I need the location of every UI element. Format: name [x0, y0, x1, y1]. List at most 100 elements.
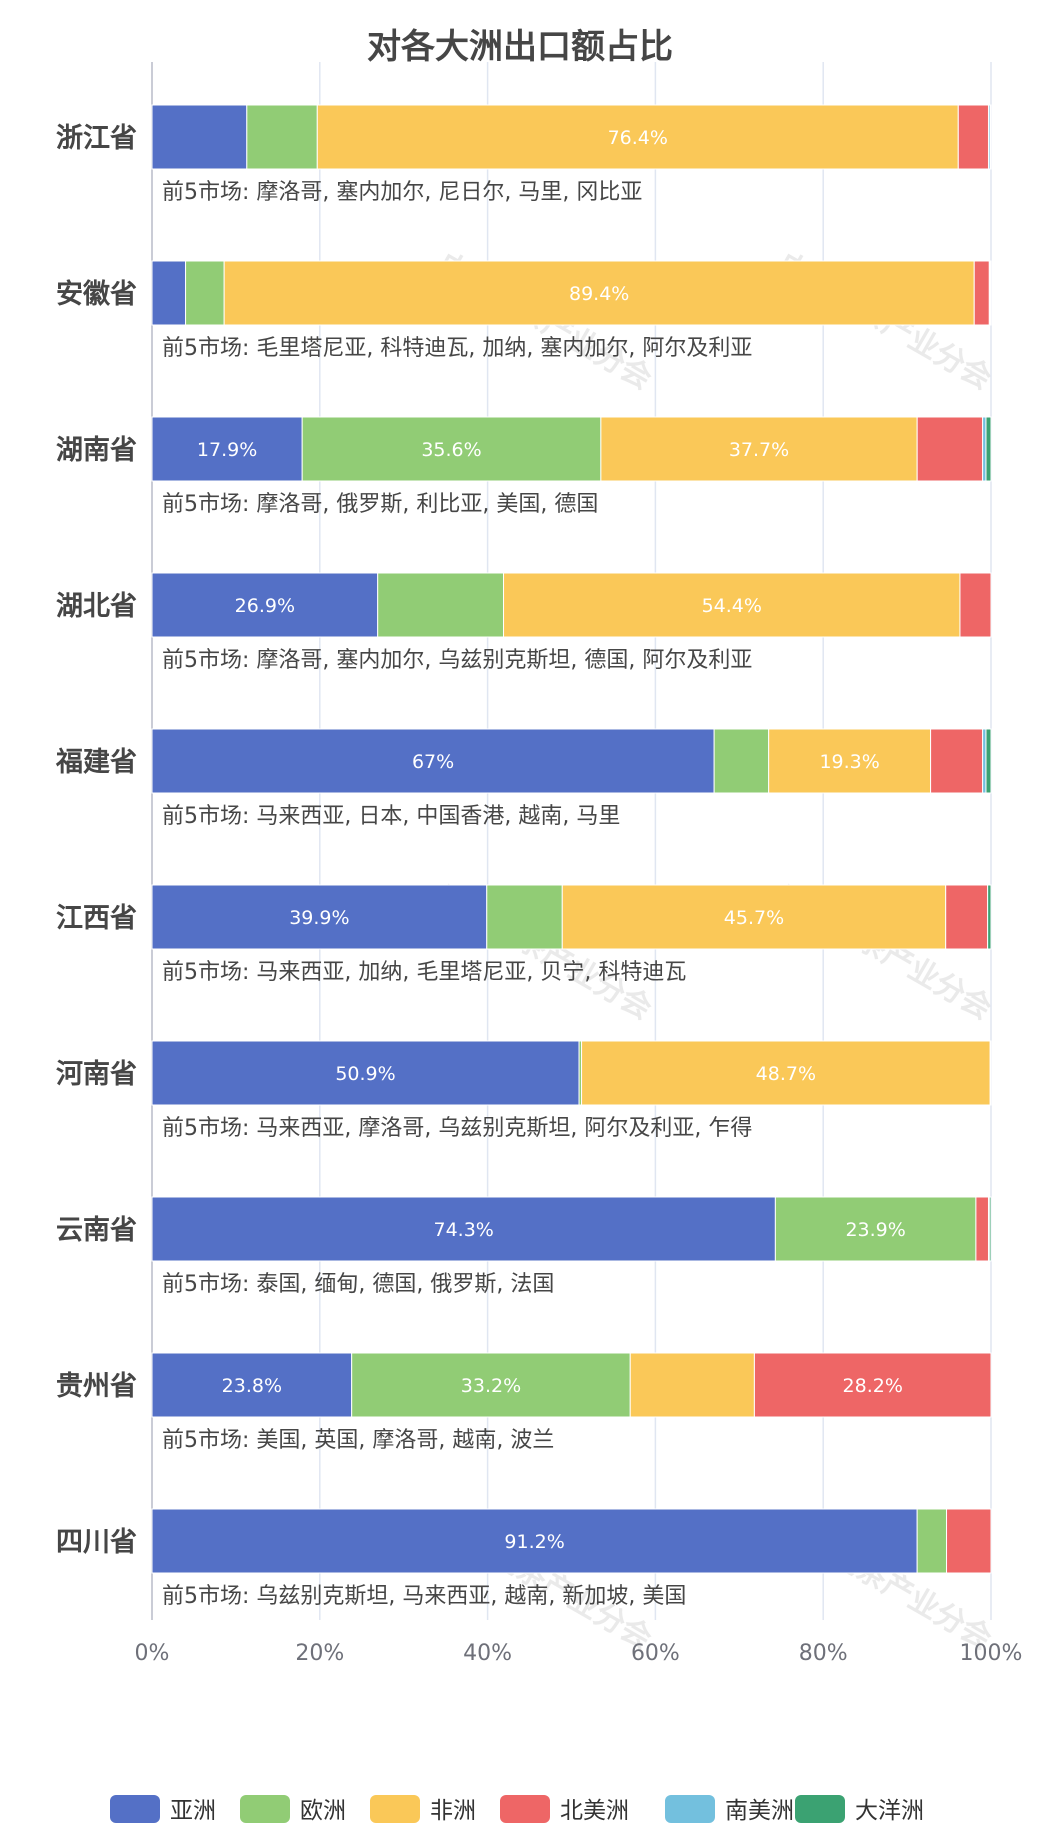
bar-segment-大洋洲[interactable]	[985, 728, 992, 794]
category-label: 福建省	[55, 747, 137, 778]
category-label: 河南省	[56, 1059, 137, 1090]
data-label: 91.2%	[504, 1531, 564, 1553]
legend-label: 北美洲	[560, 1798, 629, 1824]
bar-segment-亚洲[interactable]	[151, 572, 379, 638]
legend-label: 亚洲	[170, 1798, 216, 1824]
legend-swatch	[665, 1795, 715, 1823]
bar-segment-欧洲[interactable]	[301, 416, 602, 482]
legend-item-南美洲[interactable]: 南美洲	[665, 1795, 794, 1824]
top5-markets-text: 前5市场: 摩洛哥, 塞内加尔, 尼日尔, 马里, 冈比亚	[162, 180, 642, 205]
bar-segment-北美洲[interactable]	[975, 1196, 989, 1262]
legend-swatch	[500, 1795, 550, 1823]
legend-item-亚洲[interactable]: 亚洲	[110, 1795, 216, 1824]
bar-segment-大洋洲[interactable]	[987, 884, 992, 950]
data-label: 23.9%	[845, 1219, 905, 1241]
legend-label: 欧洲	[300, 1798, 346, 1824]
category-label: 江西省	[56, 903, 137, 934]
bar-segment-南美洲[interactable]	[982, 728, 987, 794]
bar-segment-亚洲[interactable]	[151, 1196, 776, 1262]
data-label: 76.4%	[608, 127, 668, 149]
bar-segment-欧洲[interactable]	[916, 1508, 948, 1574]
bar-segment-欧洲[interactable]	[713, 728, 770, 794]
legend-item-大洋洲[interactable]: 大洋洲	[795, 1795, 924, 1824]
bar-segment-非洲[interactable]	[600, 416, 918, 482]
top5-markets-text: 前5市场: 毛里塔尼亚, 科特迪瓦, 加纳, 塞内加尔, 阿尔及利亚	[162, 336, 752, 361]
bar-segment-亚洲[interactable]	[151, 104, 248, 170]
data-label: 19.3%	[819, 751, 879, 773]
data-label: 39.9%	[289, 907, 349, 929]
x-tick-label: 0%	[135, 1641, 170, 1666]
bar-segment-亚洲[interactable]	[151, 1040, 580, 1106]
bar-segment-大洋洲[interactable]	[989, 260, 992, 326]
bar-segment-欧洲[interactable]	[774, 1196, 977, 1262]
bar-segment-亚洲[interactable]	[151, 884, 488, 950]
bar-segment-亚洲[interactable]	[151, 416, 303, 482]
bar-segment-欧洲[interactable]	[486, 884, 563, 950]
bar-segment-非洲[interactable]	[581, 1040, 991, 1106]
bar-segment-北美洲[interactable]	[916, 416, 984, 482]
legend-swatch	[110, 1795, 160, 1823]
category-label: 四川省	[56, 1527, 137, 1558]
data-label: 45.7%	[724, 907, 784, 929]
bar-segment-北美洲[interactable]	[946, 1508, 992, 1574]
bar-segment-北美洲[interactable]	[945, 884, 989, 950]
category-label: 湖南省	[56, 435, 137, 466]
data-label: 50.9%	[335, 1063, 395, 1085]
data-label: 28.2%	[843, 1375, 903, 1397]
data-label: 48.7%	[756, 1063, 816, 1085]
bar-segment-大洋洲[interactable]	[988, 1196, 992, 1262]
bar-segment-北美洲[interactable]	[989, 1040, 992, 1106]
bar-segment-亚洲[interactable]	[151, 1508, 918, 1574]
bar-segment-非洲[interactable]	[503, 572, 961, 638]
bar-segment-北美洲[interactable]	[959, 572, 992, 638]
bar-segment-北美洲[interactable]	[973, 260, 990, 326]
x-tick-label: 100%	[960, 1641, 1023, 1666]
bar-segment-亚洲[interactable]	[151, 1352, 353, 1418]
data-label: 37.7%	[729, 439, 789, 461]
data-label: 54.4%	[702, 595, 762, 617]
x-tick-label: 80%	[799, 1641, 848, 1666]
legend-item-非洲[interactable]: 非洲	[370, 1795, 476, 1824]
bar-segment-南美洲[interactable]	[982, 416, 987, 482]
bar-segment-欧洲[interactable]	[246, 104, 318, 170]
bar-segment-北美洲[interactable]	[930, 728, 984, 794]
labels: 浙江省 76.4% 前5市场: 摩洛哥, 塞内加尔, 尼日尔, 马里, 冈比亚安徽省…	[55, 123, 906, 1609]
legend-item-北美洲[interactable]: 北美洲	[500, 1795, 629, 1824]
bar-segment-欧洲[interactable]	[351, 1352, 631, 1418]
bar-segment-非洲[interactable]	[223, 260, 975, 326]
category-label: 湖北省	[56, 591, 137, 622]
data-label: 74.3%	[434, 1219, 494, 1241]
bar-segment-亚洲[interactable]	[151, 728, 715, 794]
bar-segment-非洲[interactable]	[768, 728, 932, 794]
bar-segment-大洋洲[interactable]	[989, 104, 992, 170]
bar-segment-欧洲[interactable]	[185, 260, 225, 326]
top5-markets-text: 前5市场: 摩洛哥, 塞内加尔, 乌兹别克斯坦, 德国, 阿尔及利亚	[162, 648, 752, 673]
x-tick-label: 40%	[463, 1641, 512, 1666]
legend-label: 南美洲	[725, 1798, 794, 1824]
legend-label: 非洲	[430, 1798, 476, 1824]
top5-markets-text: 前5市场: 泰国, 缅甸, 德国, 俄罗斯, 法国	[162, 1272, 554, 1297]
top5-markets-text: 前5市场: 摩洛哥, 俄罗斯, 利比亚, 美国, 德国	[162, 492, 598, 517]
bar-segment-非洲[interactable]	[561, 884, 947, 950]
bar-segment-非洲[interactable]	[316, 104, 959, 170]
x-tick-label: 60%	[631, 1641, 680, 1666]
category-label: 云南省	[56, 1215, 137, 1246]
bar-segment-北美洲[interactable]	[957, 104, 989, 170]
legend-item-欧洲[interactable]: 欧洲	[240, 1795, 346, 1824]
category-label: 安徽省	[56, 279, 137, 310]
bar-segment-亚洲[interactable]	[151, 260, 187, 326]
bar-segment-非洲[interactable]	[629, 1352, 755, 1418]
bar-segment-大洋洲[interactable]	[985, 416, 992, 482]
legend[interactable]: 亚洲 欧洲 非洲 北美洲 南美洲 大洋洲	[110, 1795, 924, 1824]
legend-label: 大洋洲	[855, 1798, 924, 1824]
data-label: 35.6%	[421, 439, 481, 461]
data-label: 23.8%	[222, 1375, 282, 1397]
top5-markets-text: 前5市场: 美国, 英国, 摩洛哥, 越南, 波兰	[162, 1428, 554, 1453]
bar-segment-北美洲[interactable]	[753, 1352, 992, 1418]
bar-segment-欧洲[interactable]	[377, 572, 505, 638]
legend-swatch	[795, 1795, 845, 1823]
data-label: 17.9%	[197, 439, 257, 461]
x-axis: 0% 20% 40% 60% 80% 100%	[135, 1641, 1023, 1666]
category-label: 贵州省	[56, 1371, 137, 1402]
x-tick-label: 20%	[295, 1641, 344, 1666]
